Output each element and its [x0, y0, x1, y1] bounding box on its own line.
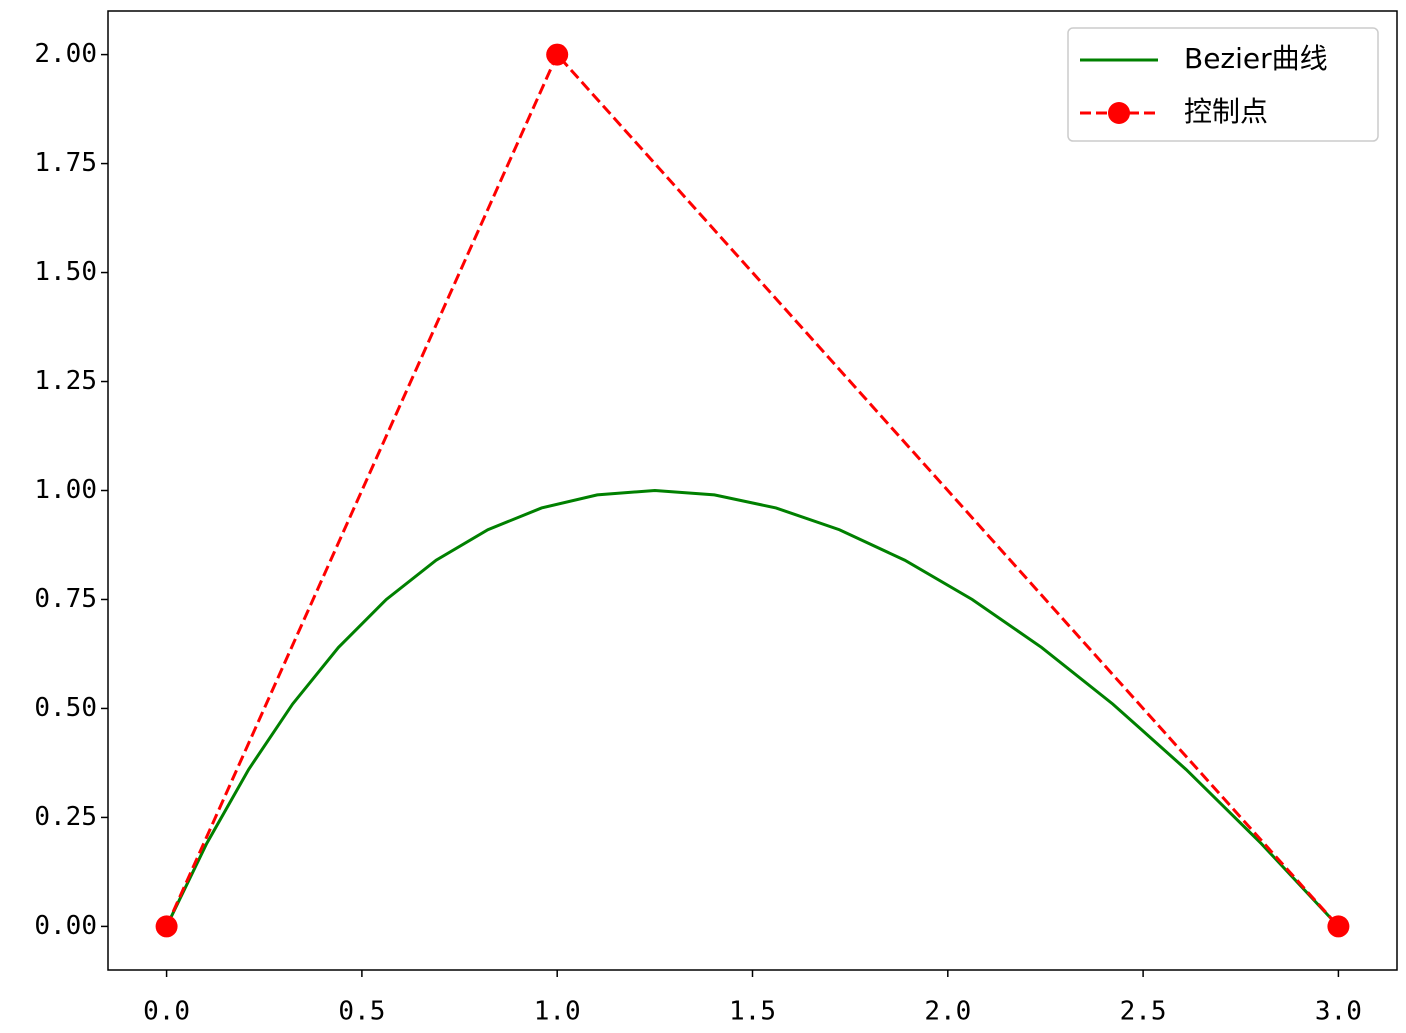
series-line: [165, 51, 1340, 928]
marker: [1327, 915, 1350, 938]
y-tick-label: 0.75: [34, 584, 97, 614]
plot-frame: [107, 10, 1398, 971]
x-tick-label: 2.5: [1120, 997, 1167, 1027]
legend-label: Bezier曲线: [1184, 42, 1328, 75]
y-tick-label: 2.00: [34, 39, 97, 69]
x-tick-label: 0.5: [338, 997, 385, 1027]
y-tick-label: 0.50: [34, 693, 97, 723]
x-tick-label: 2.0: [924, 997, 971, 1027]
y-tick-label: 1.75: [34, 148, 97, 178]
marker: [155, 915, 178, 938]
y-tick-label: 1.50: [34, 257, 97, 287]
legend-marker: [1108, 102, 1130, 124]
x-tick-label: 1.5: [729, 997, 776, 1027]
x-tick-label: 1.0: [534, 997, 581, 1027]
marker: [546, 43, 569, 66]
y-tick-label: 0.25: [34, 802, 97, 832]
series-line: [165, 488, 1340, 928]
legend-label: 控制点: [1184, 95, 1268, 128]
x-tick-label: 0.0: [143, 997, 190, 1027]
x-tick-label: 3.0: [1315, 997, 1362, 1027]
y-tick-label: 0.00: [34, 911, 97, 941]
y-tick-label: 1.00: [34, 475, 97, 505]
y-tick-label: 1.25: [34, 366, 97, 396]
